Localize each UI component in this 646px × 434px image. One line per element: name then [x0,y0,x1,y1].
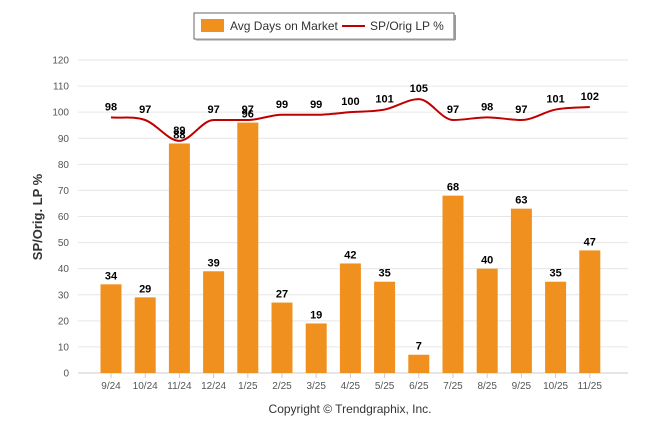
bar-data-label: 7 [416,341,422,353]
data-labels: 34 29 88 39 96 27 19 42 35 7 68 40 63 35 47 98 97 89 97 97 9… [105,83,599,353]
x-tick-label: 10/25 [543,381,568,392]
line-data-label: 97 [139,104,151,116]
y-tick-label: 70 [58,186,70,197]
line-data-label: 97 [515,104,527,116]
bar-data-label: 63 [515,195,527,207]
x-tick-label: 4/25 [341,381,361,392]
bar-data-label: 29 [139,283,151,295]
y-tick-label: 10 [58,342,70,353]
x-tick-label: 3/25 [306,381,326,392]
bar-data-label: 96 [242,109,254,121]
line-data-label: 98 [481,101,493,113]
y-tick-label: 50 [58,238,70,249]
bar [510,208,532,373]
bar-data-label: 39 [207,257,219,269]
x-tick-label: 10/24 [133,381,158,392]
bar-data-label: 35 [549,268,561,280]
bar-data-label: 40 [481,255,493,267]
bar [305,323,327,373]
x-tick-label: 6/25 [409,381,429,392]
line-data-label: 105 [410,83,428,95]
legend-box [193,12,455,40]
y-tick-label: 20 [58,316,70,327]
line-data-label: 97 [242,104,254,116]
bar-data-label: 47 [584,236,596,248]
x-tick-label: 5/25 [375,381,395,392]
y-tick-label: 60 [58,212,70,223]
x-tick-label: 9/24 [101,381,121,392]
x-tick-label: 8/25 [477,381,497,392]
bar [476,268,498,373]
x-tick-label: 1/25 [238,381,258,392]
line-data-label: 98 [105,101,117,113]
x-tick-label: 12/24 [201,381,226,392]
line-data-label: 100 [341,96,359,108]
x-tick-label: 11/25 [578,381,603,392]
bar [442,195,464,373]
line-data-label: 101 [546,94,564,106]
y-tick-label: 0 [63,369,69,380]
bar-data-label: 34 [105,270,118,282]
bar [339,263,361,373]
bar-series [100,122,601,373]
line-data-label: 101 [375,94,393,106]
bar [168,143,190,373]
line-data-label: 97 [207,104,219,116]
y-axis: 0 10 20 30 40 50 60 70 80 90 100 110 120 [52,56,69,380]
line-series [110,98,590,142]
line-data-label: 99 [276,99,288,111]
y-tick-label: 40 [58,264,70,275]
line-data-label: 97 [447,104,459,116]
bar [134,297,156,373]
x-tick-label: 11/24 [167,381,192,392]
copyright: Copyright © Trendgraphix, Inc. [269,402,432,416]
legend-label-line[interactable]: SP/Orig LP % [370,19,444,33]
line-data-label: 89 [173,125,185,137]
x-tick-label: 7/25 [443,381,463,392]
legend: Avg Days on Market SP/Orig LP % [193,12,456,41]
y-tick-label: 80 [58,160,70,171]
bar [100,284,122,373]
y-axis-title: SP/Orig. LP % [30,173,45,260]
bar-data-label: 27 [276,289,288,301]
bar-data-label: 88 [173,129,185,141]
bar [408,354,430,373]
bar [579,250,601,373]
line-data-label: 102 [581,91,599,103]
x-tick-label: 2/25 [272,381,292,392]
bar [545,281,567,373]
x-axis: 9/24 10/24 11/24 12/24 1/25 2/25 3/25 4/25 5/25 6… [101,373,602,392]
line-data-label: 99 [310,99,322,111]
bar [271,302,293,373]
y-tick-label: 100 [52,108,69,119]
y-tick-label: 90 [58,134,70,145]
legend-bar-swatch[interactable] [201,19,224,32]
bar-data-label: 35 [378,268,390,280]
bar [374,281,396,373]
x-tick-label: 9/25 [512,381,532,392]
bar-data-label: 68 [447,182,459,194]
bar-data-label: 42 [344,249,356,261]
bar [203,271,225,373]
legend-label-bar[interactable]: Avg Days on Market [230,19,338,33]
bar [237,122,259,373]
y-tick-label: 30 [58,290,70,301]
bar-data-label: 19 [310,309,322,321]
y-tick-label: 110 [53,82,69,93]
y-tick-label: 120 [52,56,69,67]
